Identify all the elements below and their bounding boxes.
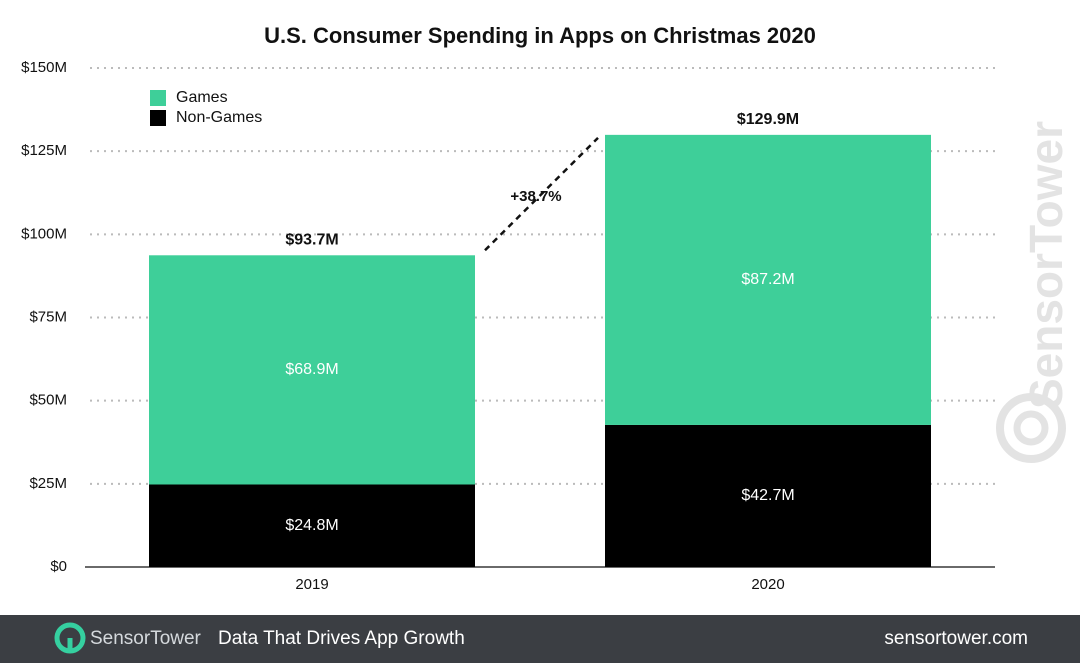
bar-segment <box>149 484 475 567</box>
growth-line <box>484 136 599 252</box>
bar-segment <box>149 255 475 485</box>
y-tick-label: $25M <box>29 475 67 492</box>
y-tick-label: $50M <box>29 392 67 409</box>
total-label: $129.9M <box>737 111 799 128</box>
legend-swatch <box>150 90 166 106</box>
footer-bar <box>0 615 1080 663</box>
watermark: SensorTower <box>1020 121 1072 409</box>
value-label: $68.9M <box>285 361 338 378</box>
growth-annotation: +38.7% <box>510 188 561 205</box>
x-tick-label: 2019 <box>295 576 328 593</box>
legend-label: Games <box>176 89 228 106</box>
chart-title: U.S. Consumer Spending in Apps on Christ… <box>264 23 816 48</box>
watermark-logo <box>996 393 1066 463</box>
bar-segment <box>605 134 931 425</box>
value-label: $24.8M <box>285 517 338 534</box>
legend-label: Non-Games <box>176 109 262 126</box>
footer-tagline: Data That Drives App Growth <box>218 628 465 649</box>
x-tick-label: 2020 <box>751 576 784 593</box>
footer-url: sensortower.com <box>884 628 1028 649</box>
y-tick-label: $150M <box>21 59 67 76</box>
y-tick-label: $100M <box>21 225 67 242</box>
watermark-group: SensorTower <box>996 121 1072 463</box>
value-label: $87.2M <box>741 271 794 288</box>
legend-swatch <box>150 110 166 126</box>
value-label: $42.7M <box>741 487 794 504</box>
y-tick-label: $75M <box>29 308 67 325</box>
bar-segment <box>605 424 931 567</box>
watermark-logo-inner <box>1013 410 1049 446</box>
y-tick-label: $125M <box>21 142 67 159</box>
total-label: $93.7M <box>285 232 338 249</box>
y-tick-label: $0 <box>50 558 67 575</box>
footer-brand: SensorTower <box>90 628 202 649</box>
